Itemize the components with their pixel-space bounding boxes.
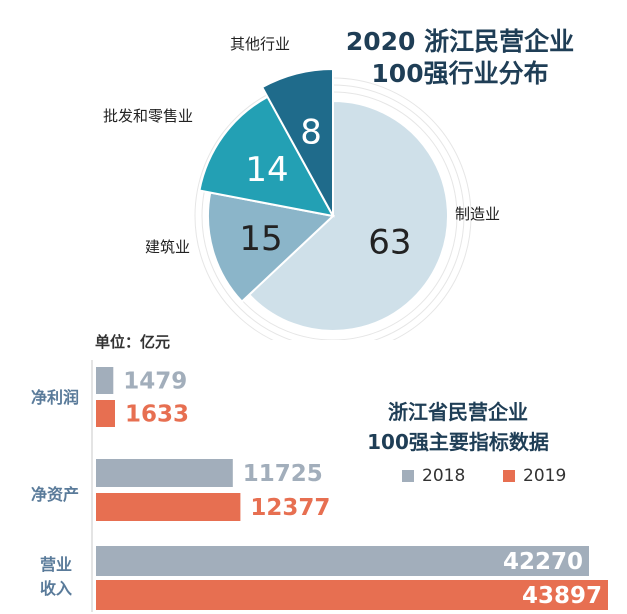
pie-title-line1: 2020 浙江民营企业	[345, 27, 575, 56]
legend-label-2018: 2018	[422, 466, 466, 486]
bar-title-line2: 100强主要指标数据	[367, 430, 549, 454]
bar-value-revenue-2018: 42270	[503, 549, 583, 575]
slice-label-manufacturing: 制造业	[455, 205, 501, 223]
unit-label: 单位：亿元	[95, 333, 171, 351]
pie-slice-manufacturing	[247, 99, 449, 332]
bar-marks: 1479 11725 42270 1633 12377 43897	[96, 367, 608, 610]
legend-swatch-2019	[503, 470, 515, 482]
bar-value-net-profit-2019: 1633	[125, 402, 189, 428]
bar-net-assets-2018	[96, 459, 233, 487]
legend-2018: 2018	[402, 466, 465, 486]
bar-value-net-assets-2018: 11725	[243, 461, 323, 487]
bar-net-assets-2019	[96, 493, 241, 521]
bar-value-net-profit-2018: 1479	[123, 369, 187, 395]
category-label-net-assets: 净资产	[31, 485, 80, 504]
bar-value-revenue-2019: 43897	[522, 583, 602, 609]
legend-2019: 2019	[503, 466, 566, 486]
pie-chart: 63 15 14 8	[194, 67, 472, 340]
pie-title-line2: 100强行业分布	[371, 59, 549, 88]
legend-label-2019: 2019	[523, 466, 567, 486]
pie-value-construction: 15	[239, 219, 282, 259]
bar-title-line1: 浙江省民营企业	[388, 400, 528, 424]
category-label-net-profit: 净利润	[31, 388, 80, 407]
pie-value-wholesale-retail: 14	[245, 150, 288, 190]
pie-value-manufacturing: 63	[368, 223, 411, 263]
slice-label-other: 其他行业	[230, 35, 291, 53]
category-label-revenue: 营业收入	[40, 555, 73, 598]
pie-slice-construction	[207, 191, 336, 303]
bar-net-profit-2018	[96, 367, 114, 394]
bar-net-profit-2019	[96, 400, 115, 427]
legend-swatch-2018	[402, 470, 414, 482]
pie-slices	[198, 67, 449, 332]
pie-value-labels: 63 15 14 8	[239, 113, 411, 263]
bar-value-net-assets-2019: 12377	[250, 495, 330, 521]
pie-value-other: 8	[300, 113, 322, 153]
pie-slice-other	[260, 67, 334, 217]
slice-label-wholesale-retail: 批发和零售业	[103, 107, 194, 125]
slice-label-construction: 建筑业	[145, 238, 191, 256]
bar-revenue-2019	[96, 580, 608, 610]
bar-revenue-2018	[96, 546, 589, 576]
pie-slice-wholesale-retail	[198, 95, 335, 218]
